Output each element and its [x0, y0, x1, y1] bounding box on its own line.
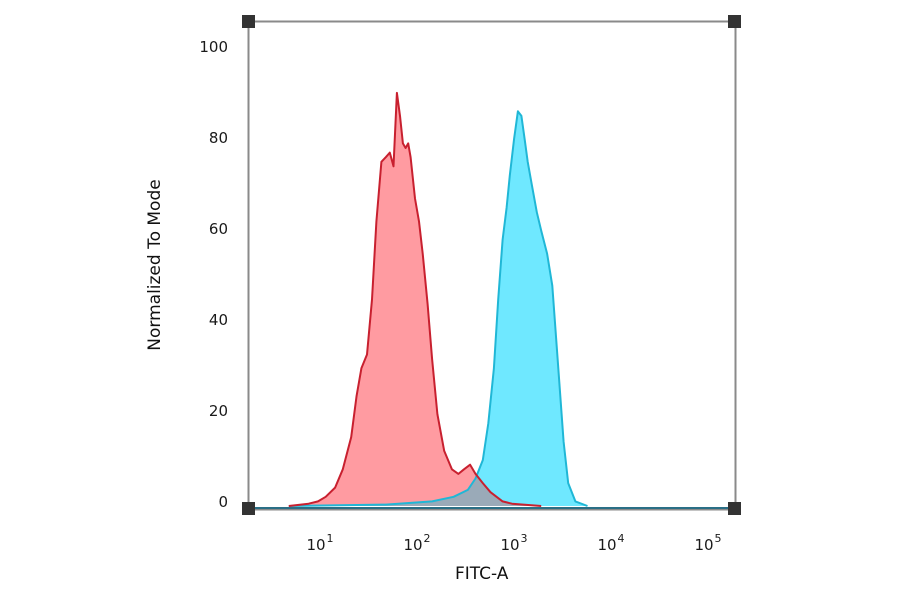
y-tick-20: 20	[208, 402, 228, 420]
plot-frame	[247, 20, 737, 511]
x-tick-10-4: 104	[597, 532, 625, 554]
y-tick-100: 100	[199, 38, 228, 56]
y-tick-80: 80	[208, 129, 228, 147]
y-tick-60: 60	[208, 220, 228, 238]
x-tick-10-5: 105	[694, 532, 722, 554]
corner-handle-top-left[interactable]	[242, 15, 255, 28]
y-tick-0: 0	[218, 493, 228, 511]
corner-handle-bottom-right[interactable]	[728, 502, 741, 515]
corner-handle-top-right[interactable]	[728, 15, 741, 28]
x-tick-10-2: 102	[403, 532, 431, 554]
red-histogram-outline	[288, 91, 542, 507]
cyan-histogram-outline	[288, 110, 588, 507]
corner-handle-bottom-left[interactable]	[242, 502, 255, 515]
y-axis-label: Normalized To Mode	[145, 179, 165, 351]
red-histogram-fill	[288, 92, 542, 507]
x-tick-10-3: 103	[500, 532, 528, 554]
x-axis-label: FITC-A	[455, 564, 509, 584]
x-tick-10-1: 101	[306, 532, 334, 554]
y-tick-40: 40	[208, 311, 228, 329]
cyan-histogram-fill	[288, 111, 588, 507]
